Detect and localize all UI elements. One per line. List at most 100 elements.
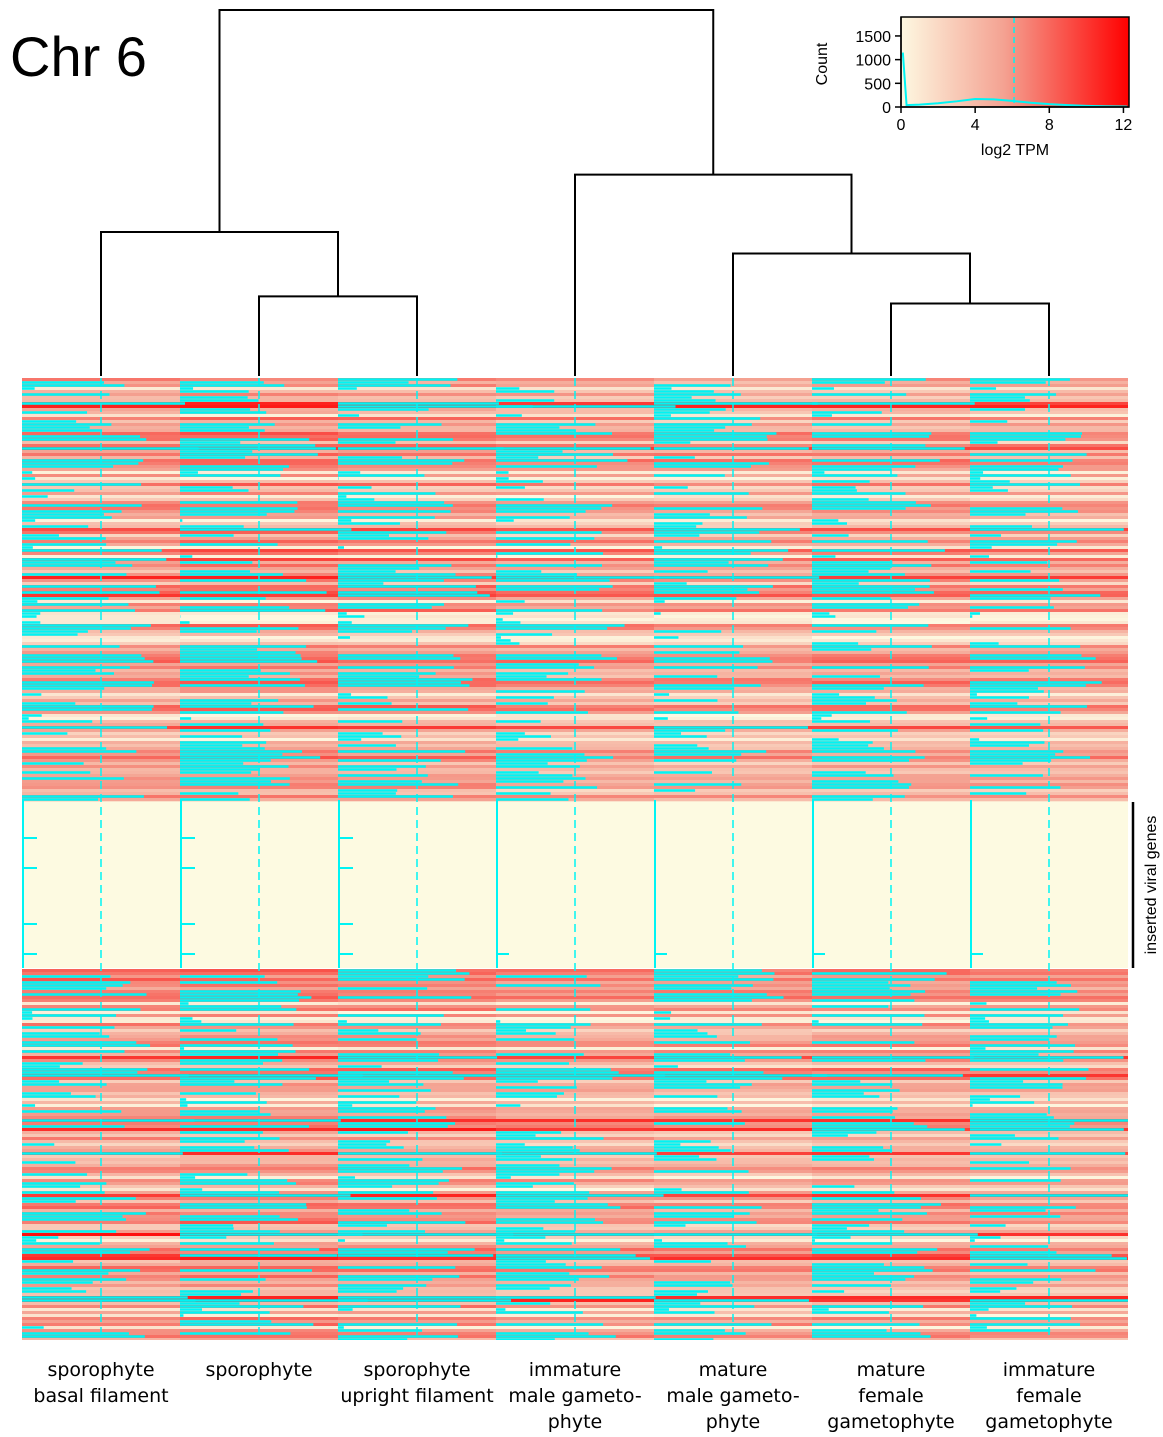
heatmap-cell [22,1167,181,1171]
heatmap-cell [180,762,339,766]
heatmap-cell [22,480,181,484]
heatmap-cell [22,453,181,457]
heatmap-cell [812,1221,971,1225]
heatmap-cell [22,1023,181,1027]
heatmap-cell [970,999,1128,1003]
heatmap-cell [338,633,497,637]
heatmap-cell [22,1116,181,1120]
heatmap-cell [654,426,813,430]
heatmap-cell [654,519,813,523]
heatmap-cell [970,609,1128,613]
heatmap-cell [496,414,655,418]
column-label-line: female [1016,1385,1082,1407]
heatmap-cell [338,1065,497,1069]
heatmap-cell [180,450,339,454]
heatmap-cell [180,558,339,562]
heatmap-cell [22,1245,181,1249]
heatmap-cell [812,609,971,613]
heatmap-cell [812,1011,971,1015]
heatmap-cell [654,699,813,703]
heatmap-cell [22,621,181,625]
heatmap-cell [496,1089,655,1093]
heatmap-cell [180,636,339,640]
heatmap-cell [970,765,1128,769]
heatmap-cell [654,1035,813,1039]
heatmap-cell [654,1113,813,1117]
heatmap-cell [812,558,971,562]
dendrogram-branch [218,9,715,232]
heatmap-cell [654,1167,813,1171]
heatmap-cell [812,1035,971,1039]
heatmap-cell [812,726,971,730]
heatmap-cell [338,1194,497,1198]
heatmap-cell [812,1299,971,1303]
heatmap-cell [654,987,813,991]
heatmap-cell [812,636,971,640]
heatmap-cell [812,1152,971,1156]
heatmap-cell [180,621,339,625]
heatmap-cell [338,636,497,640]
heatmap-cell [496,1308,655,1312]
dendrogram-branch [732,252,971,376]
heatmap-cell [180,531,339,535]
heatmap-cell [338,762,497,766]
heatmap-cell [654,387,813,391]
heatmap-cell [180,441,339,445]
heatmap-cell [812,1257,971,1261]
heatmap-cell [338,555,497,559]
heatmap-cell [812,1296,971,1300]
heatmap-cell [180,582,339,586]
heatmap-cell [654,1308,813,1312]
heatmap-cell [496,672,655,676]
heatmap-cell [496,1065,655,1069]
column-label-line: female [858,1385,924,1407]
heatmap-cell [496,738,655,742]
heatmap-cell [812,675,971,679]
heatmap-cell [22,387,181,391]
color-key-y-tick-label: 1500 [855,29,891,46]
heatmap-cell [180,1011,339,1015]
column-label-line: gametophyte [827,1411,954,1433]
heatmap-cell [654,1128,813,1132]
heatmap-cell [970,582,1128,586]
heatmap-cell [496,636,655,640]
heatmap-cell [338,1140,497,1144]
heatmap-cell [496,543,655,547]
heatmap-cell [970,402,1128,406]
heatmap-cell [338,1062,497,1066]
heatmap-cell [812,441,971,445]
heatmap-cell [970,1308,1128,1312]
heatmap-cell [654,477,813,481]
heatmap-cell [180,504,339,508]
heatmap-cell [180,1116,339,1120]
heatmap-cell [654,1026,813,1030]
heatmap-cell [338,387,497,391]
heatmap-cell [812,1179,971,1183]
heatmap-cell [654,1194,813,1198]
heatmap-cell [22,1206,181,1210]
heatmap-cell [496,714,655,718]
heatmap-cell [970,399,1128,403]
heatmap-cell [496,1272,655,1276]
heatmap-cell [338,441,497,445]
heatmap-cell [812,399,971,403]
heatmap-cell [654,1335,813,1339]
heatmap-cell [970,1089,1128,1093]
column-label-line: male gameto- [508,1385,641,1407]
heatmap-cell [496,438,655,442]
heatmap-cell [970,1272,1128,1276]
heatmap-cell [496,1269,655,1273]
heatmap-cell [338,1113,497,1117]
heatmap-cell [970,387,1128,391]
heatmap-cell [654,765,813,769]
heatmap-cell [970,555,1128,559]
heatmap-cell [970,1245,1128,1249]
heatmap-cell [496,519,655,523]
column-label: mature female gametophyte [827,1359,954,1433]
column-label-line: phyte [706,1411,761,1433]
heatmap-cell [180,726,339,730]
heatmap-cell [496,1338,655,1340]
heatmap-cell [22,570,181,574]
heatmap-cell [496,594,655,598]
